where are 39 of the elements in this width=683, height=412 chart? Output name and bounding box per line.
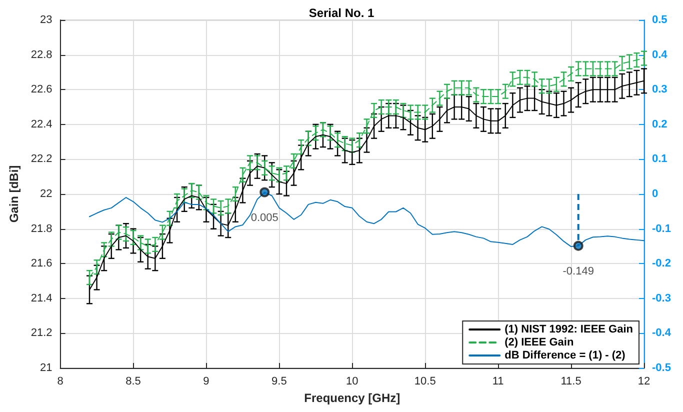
y-tick-label: 22.6 bbox=[30, 84, 52, 96]
y2-tick-label: 0 bbox=[652, 188, 658, 200]
x-tick-label: 9 bbox=[203, 376, 210, 388]
y2-tick-label: -0.4 bbox=[652, 327, 672, 340]
y-tick-label: 21.8 bbox=[30, 222, 52, 235]
x-axis-title: Frequency [GHz] bbox=[304, 390, 400, 405]
y2-tick-label: -0.3 bbox=[652, 292, 671, 304]
y2-tick-label: -0.5 bbox=[652, 362, 671, 374]
y2-tick-label: 0.5 bbox=[652, 14, 668, 26]
chart-title: Serial No. 1 bbox=[308, 6, 374, 20]
legend-label: (2) IEEE Gain bbox=[504, 336, 574, 348]
y-tick-label: 21.4 bbox=[30, 292, 52, 304]
x-tick-label: 10 bbox=[346, 376, 358, 388]
y-tick-label: 21 bbox=[40, 362, 52, 374]
y-axis-title: Gain [dBi] bbox=[7, 165, 21, 223]
y-tick-label: 22.4 bbox=[30, 118, 52, 130]
y2-tick-label: 0.3 bbox=[652, 84, 668, 96]
y2-tick-label: -0.2 bbox=[652, 258, 671, 270]
x-tick-label: 10.5 bbox=[414, 376, 436, 388]
legend-label: dB Difference = (1) - (2) bbox=[504, 350, 626, 362]
x-tick-label: 8.5 bbox=[126, 376, 141, 388]
y2-tick-label: 0.4 bbox=[652, 48, 668, 61]
y-tick-label: 22.2 bbox=[30, 153, 52, 166]
x-tick-label: 11 bbox=[492, 376, 504, 388]
y2-tick-label: 0.1 bbox=[652, 153, 668, 166]
y-tick-label: 22 bbox=[40, 188, 52, 200]
y-tick-label: 23 bbox=[40, 14, 52, 26]
y-tick-label: 21.6 bbox=[30, 258, 52, 270]
x-tick-label: 12 bbox=[638, 376, 650, 388]
legend-label: (1) NIST 1992: IEEE Gain bbox=[504, 324, 634, 336]
y2-tick-label: 0.2 bbox=[652, 118, 668, 130]
x-tick-label: 9.5 bbox=[272, 376, 287, 388]
x-tick-label: 11.5 bbox=[560, 376, 582, 388]
data-label: 0.005 bbox=[250, 212, 278, 224]
x-tick-label: 8 bbox=[57, 376, 64, 388]
y-tick-label: 22.8 bbox=[30, 48, 52, 61]
y2-tick-label: -0.1 bbox=[652, 222, 671, 235]
y-tick-label: 21.2 bbox=[30, 327, 52, 340]
data-label: -0.149 bbox=[562, 265, 594, 278]
